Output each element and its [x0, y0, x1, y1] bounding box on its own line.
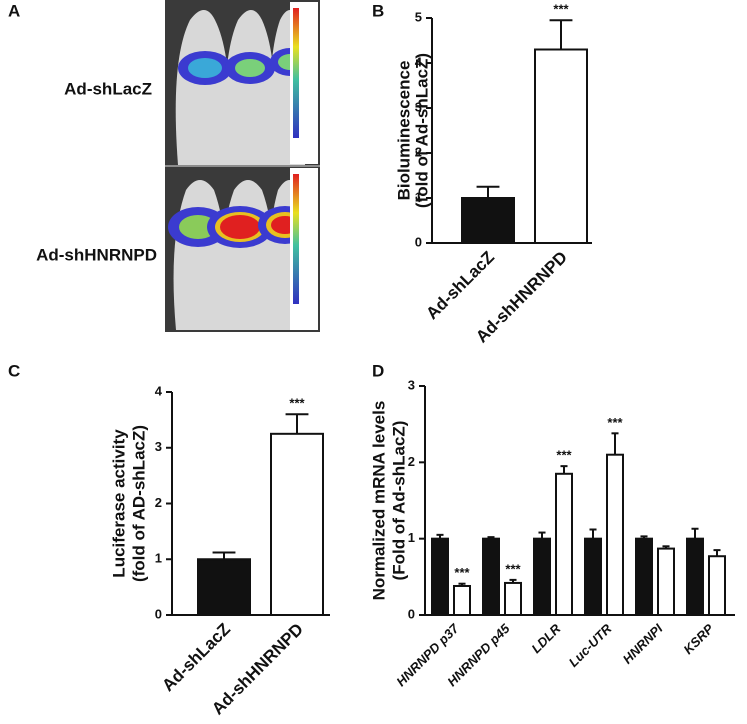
y-tick-label: 0 [408, 606, 415, 621]
y-tick-label: 2 [408, 454, 415, 469]
y-axis-label: Normalized mRNA levels [369, 401, 388, 601]
bar [584, 537, 602, 617]
y-tick-label: 3 [155, 439, 162, 454]
bar [461, 197, 515, 244]
significance-label: *** [289, 396, 305, 411]
significance-label: *** [607, 415, 623, 430]
y-tick-label: 4 [415, 54, 423, 69]
y-axis-label: (Fold of Ad-shLacZ) [389, 421, 408, 581]
significance-label: *** [505, 561, 521, 576]
panel-letter: D [372, 361, 384, 380]
bar [555, 472, 573, 616]
y-tick-label: 3 [415, 99, 422, 114]
bar [708, 555, 726, 616]
bar [197, 558, 251, 616]
condition-label: Ad-shLacZ [64, 79, 152, 98]
panel-letter: B [372, 1, 384, 20]
y-axis-label: Luciferase activity [109, 429, 128, 578]
panel-letter: A [8, 1, 20, 20]
imaging-panel [165, 0, 320, 332]
panel-letter: C [8, 361, 20, 380]
y-tick-label: 0 [155, 606, 162, 621]
y-tick-label: 4 [155, 383, 163, 398]
x-tick-label: LDLR [528, 621, 564, 657]
bar [635, 537, 653, 617]
bar [533, 537, 551, 617]
bar [453, 584, 471, 617]
bar [482, 537, 500, 617]
bar [431, 537, 449, 617]
bar [606, 453, 624, 617]
y-axis-label: (fold of Ad-shLacZ) [412, 53, 431, 208]
y-tick-label: 0 [415, 234, 422, 249]
y-tick-label: 1 [408, 530, 415, 545]
bar [657, 547, 675, 617]
y-tick-label: 2 [155, 495, 162, 510]
x-tick-label: Ad-shLacZ [158, 620, 234, 696]
significance-label: *** [454, 565, 470, 580]
bar [504, 581, 522, 617]
significance-label: *** [556, 448, 572, 463]
y-tick-label: 1 [415, 189, 422, 204]
y-tick-label: 2 [415, 144, 422, 159]
y-tick-label: 1 [155, 551, 162, 566]
x-tick-label: KSRP [680, 621, 716, 657]
bar [270, 432, 324, 616]
bar [534, 48, 588, 244]
condition-label: Ad-shHNRNPD [36, 245, 157, 264]
x-tick-label: Luc-UTR [566, 621, 615, 670]
x-tick-label: HNRNPI [620, 621, 666, 667]
y-axis-label: (fold of AD-shLacZ) [129, 425, 148, 582]
significance-label: *** [553, 2, 569, 17]
x-tick-label: Ad-shLacZ [422, 248, 498, 324]
y-tick-label: 3 [408, 377, 415, 392]
y-axis-label: Bioluminescence [394, 61, 413, 201]
bar [686, 537, 704, 617]
y-tick-label: 5 [415, 9, 422, 24]
